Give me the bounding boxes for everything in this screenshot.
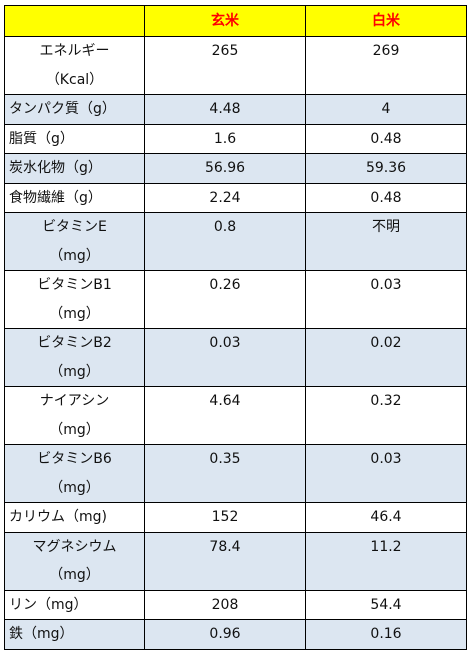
table-row: カリウム（mg) 152 46.4 xyxy=(4,502,467,533)
value-cell: 1.6 xyxy=(144,123,306,154)
value-cell: 0.03 xyxy=(305,270,467,329)
value-cell: 4.64 xyxy=(144,386,306,445)
value-cell: 54.4 xyxy=(305,589,467,620)
value-cell: 2.24 xyxy=(144,182,306,213)
table-row: 食物繊維（g） 2.24 0.48 xyxy=(4,182,467,213)
header-cell: 玄米 xyxy=(144,5,306,37)
row-label: 脂質（g） xyxy=(4,123,145,154)
value-cell: 269 xyxy=(305,36,467,95)
row-label: エネルギー （Kcal） xyxy=(4,36,145,95)
table-row: エネルギー （Kcal） 265 269 xyxy=(4,36,467,95)
value-cell: 0.32 xyxy=(305,386,467,445)
header-row: 玄米 白米 xyxy=(4,5,467,37)
header-corner xyxy=(4,5,145,37)
value-cell: 265 xyxy=(144,36,306,95)
value-cell: 208 xyxy=(144,589,306,620)
table-row: 脂質（g） 1.6 0.48 xyxy=(4,123,467,154)
value-cell: 0.8 xyxy=(144,212,306,271)
value-cell: 0.03 xyxy=(305,444,467,503)
table-body: エネルギー （Kcal） 265 269 タンパク質（g） 4.48 4 脂質（g） 1.6 0… xyxy=(4,36,467,650)
value-cell: 0.03 xyxy=(144,328,306,387)
table-row: ビタミンB6 （mg） 0.35 0.03 xyxy=(4,444,467,503)
row-label: ビタミンB1 （mg） xyxy=(4,270,145,329)
value-cell: 0.35 xyxy=(144,444,306,503)
value-cell: 46.4 xyxy=(305,502,467,533)
value-cell: 0.48 xyxy=(305,182,467,213)
value-cell: 0.96 xyxy=(144,619,306,650)
table-row: 鉄（mg） 0.96 0.16 xyxy=(4,619,467,650)
value-cell: 0.16 xyxy=(305,619,467,650)
value-cell: 56.96 xyxy=(144,153,306,184)
value-cell: 59.36 xyxy=(305,153,467,184)
row-label: ビタミンE （mg） xyxy=(4,212,145,271)
table-row: ビタミンB1 （mg） 0.26 0.03 xyxy=(4,270,467,329)
value-cell: 78.4 xyxy=(144,531,306,591)
row-label: 食物繊維（g） xyxy=(4,182,145,213)
row-label: 炭水化物（g） xyxy=(4,153,145,184)
row-label: マグネシウム （mg） xyxy=(4,531,145,591)
table-row: 炭水化物（g） 56.96 59.36 xyxy=(4,153,467,184)
value-cell: 0.26 xyxy=(144,270,306,329)
table-row: ビタミンE （mg） 0.8 不明 xyxy=(4,212,467,271)
table-row: リン（mg） 208 54.4 xyxy=(4,589,467,620)
value-cell: 0.02 xyxy=(305,328,467,387)
row-label: リン（mg） xyxy=(4,589,145,620)
value-cell: 4.48 xyxy=(144,94,306,125)
value-cell: 152 xyxy=(144,502,306,533)
row-label: ビタミンB6 （mg） xyxy=(4,444,145,503)
value-cell: 0.48 xyxy=(305,123,467,154)
table-row: タンパク質（g） 4.48 4 xyxy=(4,94,467,125)
header-cell: 白米 xyxy=(305,5,467,37)
row-label: カリウム（mg) xyxy=(4,502,145,533)
nutrition-table: 玄米 白米 エネルギー （Kcal） 265 269 タンパク質（g） 4.48 4 脂質（… xyxy=(4,5,467,650)
row-label: ナイアシン （mg） xyxy=(4,386,145,445)
row-label: ビタミンB2 （mg） xyxy=(4,328,145,387)
value-cell: 4 xyxy=(305,94,467,125)
row-label: 鉄（mg） xyxy=(4,619,145,650)
row-label: タンパク質（g） xyxy=(4,94,145,125)
table-row: ナイアシン （mg） 4.64 0.32 xyxy=(4,386,467,445)
table-row: ビタミンB2 （mg） 0.03 0.02 xyxy=(4,328,467,387)
value-cell: 11.2 xyxy=(305,531,467,591)
value-cell: 不明 xyxy=(305,212,467,271)
table-row: マグネシウム （mg） 78.4 11.2 xyxy=(4,531,467,591)
